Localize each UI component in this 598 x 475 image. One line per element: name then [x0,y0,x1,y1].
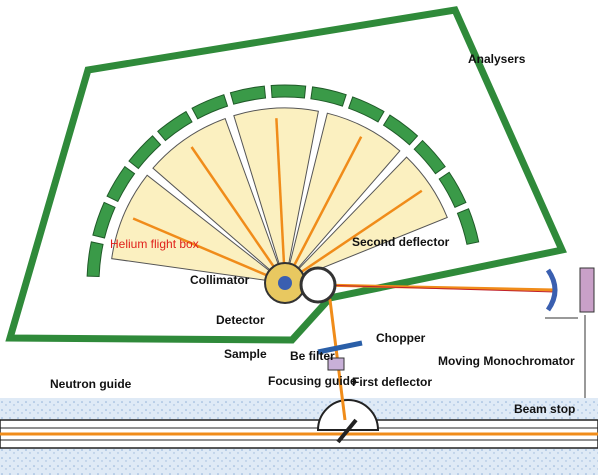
label: Second deflector [352,235,450,249]
analyser [271,85,306,98]
label: Neutron guide [50,377,132,391]
label: Focusing guide [268,374,357,388]
sample-spot [278,276,292,290]
label: Detector [216,313,265,327]
label: Helium flight box [110,237,199,251]
second-deflector-drum [301,268,335,302]
label: Collimator [190,273,250,287]
diagram: Analysers Helium flight box Collimator S… [0,0,598,475]
label: Beam stop [514,402,575,416]
beam-stop-block [580,268,594,312]
label: First deflector [352,375,432,389]
label: Chopper [376,331,426,345]
label: Sample [224,347,267,361]
label: Be filter [290,349,335,363]
label: Moving Monochromator [438,354,575,368]
label: Analysers [468,52,526,66]
